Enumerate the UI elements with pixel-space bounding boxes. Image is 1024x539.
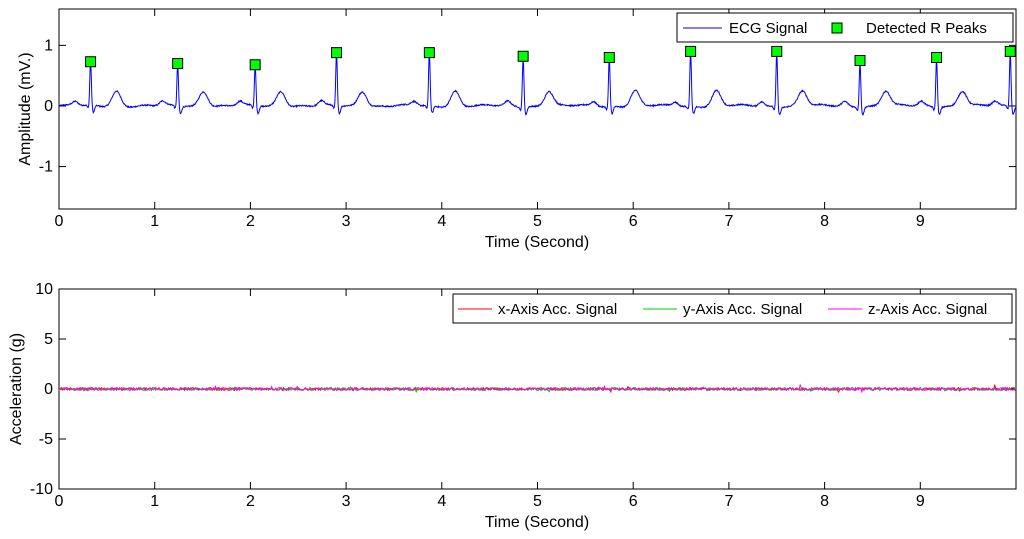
acc-x-tick-label: 9 [916, 493, 925, 510]
acc-ticks: 0 1 2 3 4 5 6 7 8 9 -10 -5 0 5 10 [30, 281, 1016, 510]
r-peak-marker [249, 59, 261, 71]
ecg-x-tick-label: 8 [820, 213, 829, 230]
acc-x-tick-label: 2 [246, 493, 255, 510]
ecg-ticks: 0 1 2 3 4 5 6 7 8 9 -1 0 1 [39, 9, 1016, 230]
ecg-x-tick-label: 1 [150, 213, 159, 230]
ecg-chart: 0 1 2 3 4 5 6 7 8 9 -1 0 1 Time (Second) Amplitude (… [17, 8, 1017, 251]
r-peak-markers [85, 45, 1016, 71]
acc-legend-label-z: z-Axis Acc. Signal [868, 301, 987, 318]
ecg-y-tick-label: 0 [44, 98, 53, 115]
ecg-legend-marker-swatch [831, 22, 843, 34]
acc-y-tick-label: 5 [44, 331, 53, 348]
ecg-x-tick-label: 0 [55, 213, 64, 230]
r-peak-marker [1004, 45, 1016, 57]
acc-legend-box [452, 293, 1013, 324]
ecg-x-axis-title: Time (Second) [485, 234, 589, 251]
ecg-x-tick-label: 3 [342, 213, 351, 230]
r-peak-marker [931, 51, 943, 63]
ecg-y-tick-label: 1 [44, 37, 53, 54]
r-peak-marker [172, 58, 184, 70]
ecg-x-tick-label: 9 [916, 213, 925, 230]
r-peak-marker [85, 56, 97, 68]
acceleration-chart: 0 1 2 3 4 5 6 7 8 9 -10 -5 0 5 10 Time (Second) Accele… [8, 281, 1017, 531]
ecg-legend-label-ecg: ECG Signal [729, 20, 807, 37]
acc-x-axis-title: Time (Second) [485, 514, 589, 531]
ecg-y-tick-label: -1 [39, 159, 53, 176]
ecg-y-axis-title: Amplitude (mV.) [17, 52, 34, 165]
r-peak-marker [854, 55, 866, 67]
ecg-signal-line [58, 51, 1017, 117]
z-axis-acc-line [58, 383, 1017, 394]
acc-x-tick-label: 3 [342, 493, 351, 510]
acc-legend-label-x: x-Axis Acc. Signal [498, 301, 617, 318]
ecg-x-tick-label: 5 [533, 213, 542, 230]
acc-legend: x-Axis Acc. Signal y-Axis Acc. Signal z-… [452, 293, 1013, 324]
acc-y-tick-label: 10 [35, 281, 53, 298]
acc-legend-label-y: y-Axis Acc. Signal [683, 301, 802, 318]
acc-y-axis-title: Acceleration (g) [8, 333, 25, 445]
ecg-x-tick-label: 4 [437, 213, 446, 230]
ecg-x-tick-label: 7 [724, 213, 733, 230]
acc-y-tick-label: -5 [39, 431, 53, 448]
r-peak-marker [603, 51, 615, 63]
acc-x-tick-label: 0 [55, 493, 64, 510]
acc-x-tick-label: 8 [820, 493, 829, 510]
r-peak-marker [331, 47, 343, 59]
r-peak-marker [517, 50, 529, 62]
ecg-x-tick-label: 2 [246, 213, 255, 230]
acc-x-tick-label: 1 [150, 493, 159, 510]
ecg-legend-label-peaks: Detected R Peaks [866, 20, 987, 37]
r-peak-marker [685, 45, 697, 57]
acc-x-tick-label: 5 [533, 493, 542, 510]
ecg-legend-box [676, 12, 1014, 43]
acc-x-tick-label: 6 [629, 493, 638, 510]
ecg-legend: ECG Signal Detected R Peaks [676, 12, 1014, 43]
r-peak-marker [423, 47, 435, 59]
ecg-x-tick-label: 6 [629, 213, 638, 230]
acc-x-tick-label: 7 [724, 493, 733, 510]
acc-x-tick-label: 4 [437, 493, 446, 510]
r-peak-marker [771, 45, 783, 57]
acc-y-tick-label: 0 [44, 381, 53, 398]
acc-y-tick-label: -10 [30, 481, 53, 498]
